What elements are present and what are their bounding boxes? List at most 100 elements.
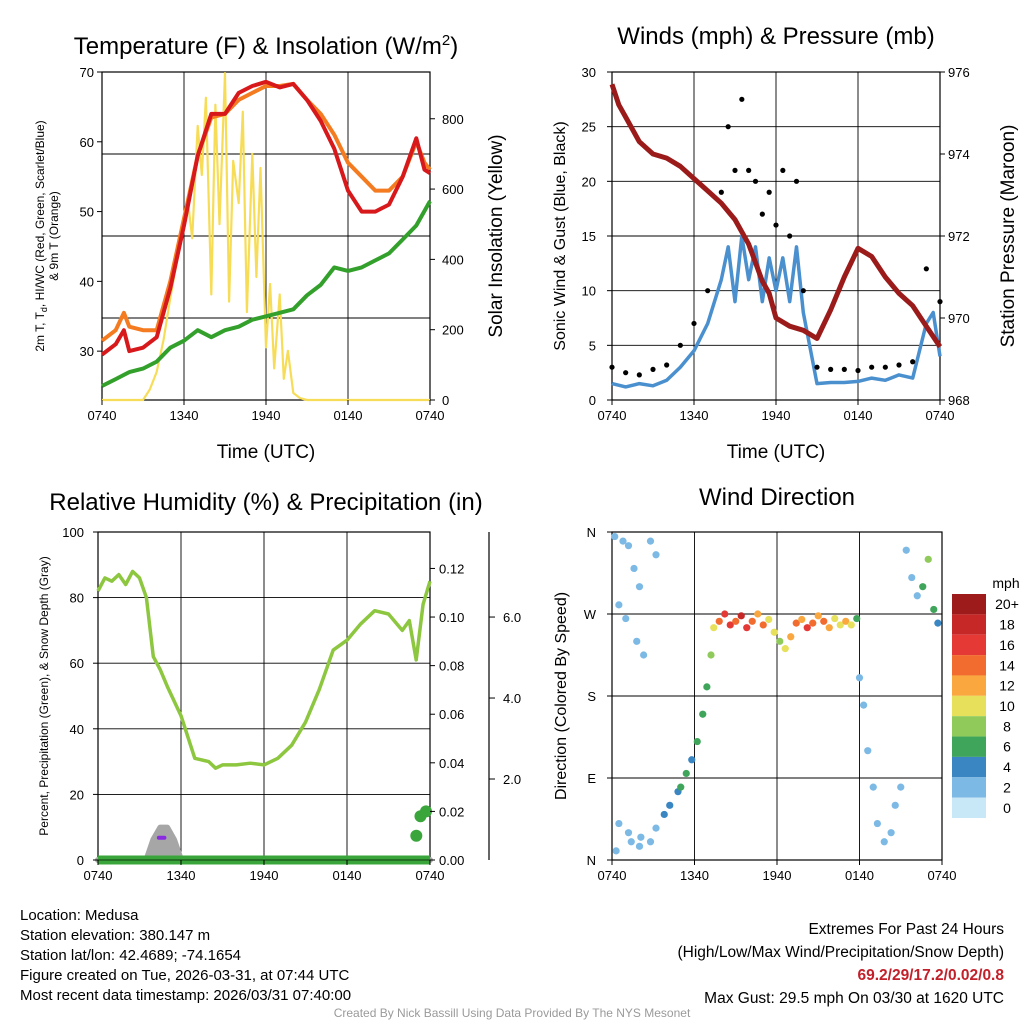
direction-point: [792, 619, 800, 627]
direction-point: [887, 829, 895, 837]
recent-data: Most recent data timestamp: 2026/03/31 0…: [20, 987, 352, 1004]
y-tick-label: E: [587, 771, 596, 786]
direction-point: [646, 838, 655, 846]
x-axis-label: Time (UTC): [217, 442, 316, 463]
direction-point: [759, 621, 767, 629]
gust-point: [780, 167, 786, 173]
direction-point: [666, 801, 674, 809]
direction-point: [622, 614, 630, 623]
colorbar-title: mph: [992, 575, 1019, 591]
gust-point: [725, 124, 731, 130]
direction-point: [902, 546, 910, 554]
direction-point: [688, 756, 696, 764]
direction-point: [891, 801, 899, 809]
colorbar-label: 16: [999, 637, 1015, 653]
direction-point: [825, 624, 833, 632]
y2-tick-label: 0.04: [439, 756, 464, 771]
direction-point: [908, 573, 916, 582]
colorbar-label: 0: [1003, 800, 1011, 816]
gust-point: [623, 370, 629, 376]
y3-tick-label: 6.0: [503, 610, 521, 625]
gust-point: [800, 288, 806, 294]
chart-title: Temperature (F) & Insolation (W/m2): [74, 32, 458, 60]
y-tick-label: 30: [80, 344, 94, 359]
direction-point: [615, 819, 623, 828]
x-tick-label: 0740: [598, 408, 627, 423]
direction-point: [754, 610, 762, 618]
y-tick-label: W: [584, 607, 597, 622]
colorbar-label: 2: [1003, 779, 1011, 795]
direction-point: [787, 633, 795, 641]
y-tick-label: 100: [62, 525, 84, 540]
extremes-values: 69.2/29/17.2/0.02/0.8: [857, 967, 1004, 984]
y-tick-label: 70: [80, 65, 94, 80]
colorbar-swatch: [952, 797, 986, 818]
direction-point: [652, 551, 660, 559]
x-tick-label: 0740: [84, 868, 113, 883]
y-tick-label: 10: [582, 284, 596, 299]
gust-point: [923, 266, 929, 272]
direction-point: [732, 617, 740, 625]
colorbar-swatch: [952, 736, 986, 757]
x-tick-label: 1940: [763, 868, 792, 883]
gust-point: [636, 372, 642, 378]
direction-point: [743, 624, 751, 632]
direction-point: [635, 583, 644, 591]
credit-line: Created By Nick Bassill Using Data Provi…: [333, 1006, 691, 1020]
colorbar-swatch: [952, 695, 986, 717]
colorbar-swatch: [952, 655, 986, 676]
gust-point: [746, 167, 752, 173]
y-tick-label: 60: [70, 656, 84, 671]
direction-point: [619, 537, 627, 545]
direction-point: [635, 842, 644, 850]
direction-point: [820, 617, 828, 625]
y2-tick-label: 0.02: [439, 804, 464, 819]
gust-point: [739, 96, 745, 102]
colorbar-label: 18: [999, 617, 1015, 633]
direction-point: [770, 628, 778, 636]
direction-point: [699, 710, 707, 718]
y-tick-label: 0: [77, 853, 84, 868]
colorbar-label: 4: [1003, 759, 1011, 775]
y2-tick-label: 0.10: [439, 610, 464, 625]
gust-point: [882, 364, 888, 370]
direction-point: [924, 555, 932, 563]
gust-point: [910, 359, 916, 365]
ylabel-sub: d: [39, 307, 49, 312]
gust-point: [787, 233, 793, 239]
gust-point: [896, 362, 902, 368]
direction-point: [765, 615, 773, 624]
y2-tick-label: 974: [948, 147, 970, 162]
direction-point: [869, 783, 877, 791]
title-sup: 2: [442, 32, 450, 49]
y-tick-label: 15: [582, 229, 596, 244]
colorbar-label: 8: [1003, 718, 1011, 734]
direction-point: [726, 621, 734, 629]
x-axis-label: Time (UTC): [727, 442, 826, 463]
y-tick-label: N: [587, 525, 596, 540]
chart-title: Winds (mph) & Pressure (mb): [617, 23, 934, 50]
y2-tick-label: 600: [442, 182, 464, 197]
colorbar-label: 12: [999, 678, 1015, 694]
y-axis-label: Direction (Colored By Speed): [553, 592, 570, 800]
colorbar-swatch: [952, 675, 986, 696]
x-tick-label: 1940: [762, 408, 791, 423]
winds-panel: 0 5 10 15 20 25 30 968 970 972 974 976 0740 1340 1940 0…: [552, 23, 1019, 463]
x-tick-label: 1340: [680, 408, 709, 423]
x-tick-label: 0740: [598, 868, 627, 883]
direction-point: [640, 651, 648, 659]
y2-tick-label: 400: [442, 252, 464, 267]
direction-point: [748, 617, 756, 625]
colorbar-label: 20+: [995, 596, 1019, 612]
series-dewpoint: [101, 200, 432, 388]
gust-point: [705, 288, 711, 294]
direction-point: [930, 605, 938, 614]
direction-point: [652, 824, 660, 832]
y2-tick-label: 0.12: [439, 561, 464, 576]
y-tick-label: 40: [70, 722, 84, 737]
direction-point: [853, 614, 861, 623]
y-tick-label: 25: [582, 120, 596, 135]
max-gust: Max Gust: 29.5 mph On 03/30 at 1620 UTC: [704, 990, 1004, 1007]
